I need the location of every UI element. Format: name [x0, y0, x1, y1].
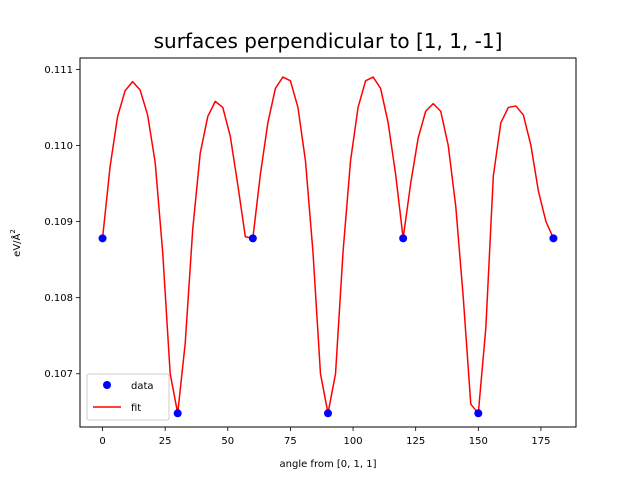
y-axis-label: eV/Å2	[9, 229, 23, 257]
plot-area	[98, 76, 558, 418]
data-point	[549, 234, 558, 243]
chart-title: surfaces perpendicular to [1, 1, -1]	[154, 29, 503, 53]
y-axis-label-main: eV/Å	[10, 233, 23, 256]
plot-frame	[79, 57, 577, 428]
x-tick-label: 50	[221, 436, 234, 447]
legend: data fit	[86, 373, 170, 421]
x-tick-label: 125	[406, 436, 425, 447]
y-tick-label: 0.109	[44, 217, 73, 228]
x-tick-label: 25	[159, 436, 172, 447]
x-tick-label: 0	[99, 436, 105, 447]
data-point	[399, 234, 408, 243]
x-axis-label: angle from [0, 1, 1]	[280, 459, 377, 470]
x-tick-label: 175	[531, 436, 550, 447]
y-axis-label-superscript: 2	[9, 229, 17, 233]
legend-fit-label: fit	[131, 403, 141, 414]
legend-data-marker	[103, 381, 111, 389]
data-point	[324, 409, 332, 418]
y-tick-label: 0.107	[44, 369, 73, 380]
y-tick-label: 0.110	[44, 141, 73, 152]
data-point	[173, 409, 182, 418]
x-tick-label: 75	[284, 436, 297, 447]
y-tick-label: 0.111	[44, 65, 73, 76]
legend-box	[86, 373, 170, 421]
x-tick-label: 150	[469, 436, 488, 447]
data-point	[474, 409, 483, 418]
legend-data-label: data	[131, 381, 154, 392]
x-tick-label: 100	[344, 436, 363, 447]
y-tick-label: 0.108	[44, 293, 73, 304]
data-point	[248, 234, 257, 243]
data-point	[98, 234, 107, 243]
